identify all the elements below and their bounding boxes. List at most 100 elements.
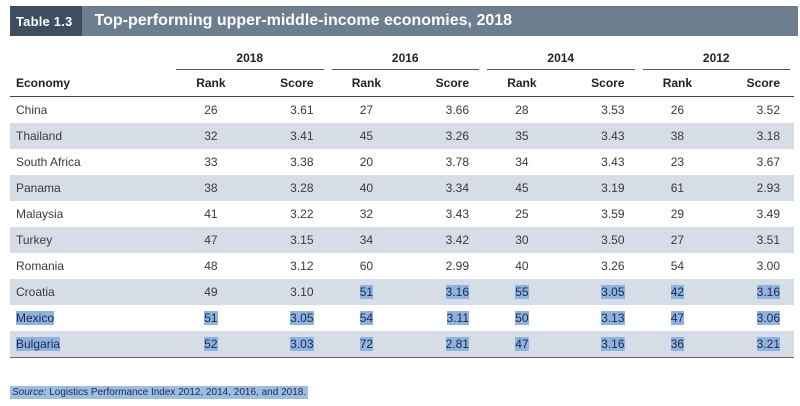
rank-value: 47 <box>515 337 529 351</box>
rank-value: 60 <box>359 259 374 273</box>
year-header-row: 2018 2016 2014 2012 <box>10 46 794 70</box>
table-row: Panama 38 3.28 40 3.34 45 3.19 61 2.93 <box>10 175 794 201</box>
score-value: 3.15 <box>290 233 314 247</box>
score-value: 3.18 <box>756 129 780 143</box>
rank-value: 32 <box>204 129 218 143</box>
score-value: 3.61 <box>290 103 314 117</box>
score-cell: 3.16 <box>405 279 483 305</box>
score-cell: 2.81 <box>405 331 483 358</box>
rank-cell: 32 <box>172 123 250 149</box>
rank-value: 42 <box>670 285 685 299</box>
rank-cell: 47 <box>483 331 561 358</box>
rank-header: Rank <box>327 70 406 97</box>
score-cell: 3.26 <box>405 123 483 149</box>
score-cell: 3.00 <box>716 253 794 279</box>
score-value: 2.81 <box>445 337 469 351</box>
rank-value: 51 <box>204 311 218 325</box>
economy-name: Croatia <box>16 285 55 299</box>
score-cell: 3.11 <box>405 305 483 331</box>
rank-cell: 20 <box>328 149 406 175</box>
economy-cell: Panama <box>10 175 172 201</box>
rank-value: 26 <box>670 103 685 117</box>
score-value: 3.10 <box>290 285 314 299</box>
score-cell: 3.61 <box>250 97 328 124</box>
rank-value: 40 <box>359 181 374 195</box>
rank-cell: 34 <box>483 149 561 175</box>
economy-cell: Mexico <box>10 305 172 331</box>
score-cell: 3.43 <box>560 123 639 149</box>
rank-header: Rank <box>638 70 717 97</box>
economy-name: Mexico <box>16 311 55 325</box>
rank-cell: 47 <box>639 305 717 331</box>
score-cell: 2.99 <box>405 253 483 279</box>
score-value: 3.11 <box>446 311 469 325</box>
rank-cell: 51 <box>327 279 406 305</box>
score-cell: 3.10 <box>249 279 328 305</box>
score-header: Score <box>249 70 328 97</box>
score-value: 3.03 <box>290 337 314 351</box>
rank-header: Rank <box>172 70 250 97</box>
rank-value: 38 <box>670 129 685 143</box>
economy-cell: China <box>10 97 172 124</box>
score-cell: 3.42 <box>405 227 483 253</box>
rank-value: 36 <box>670 337 685 351</box>
score-header: Score <box>560 70 639 97</box>
year-header-empty <box>10 46 172 70</box>
score-cell: 3.49 <box>716 201 794 227</box>
rank-value: 45 <box>359 129 374 143</box>
table-row: China 26 3.61 27 3.66 28 3.53 26 3.52 <box>10 97 794 124</box>
table-body: China 26 3.61 27 3.66 28 3.53 26 3.52 Thailand 32 3… <box>10 97 794 358</box>
economy-cell: South Africa <box>10 149 172 175</box>
score-value: 3.41 <box>290 129 314 143</box>
score-header: Score <box>405 70 483 97</box>
source-text: Logistics Performance Index 2012, 2014, … <box>46 387 307 398</box>
score-value: 3.05 <box>290 311 314 325</box>
rank-cell: 48 <box>172 253 250 279</box>
table-title-bar: Table 1.3 Top-performing upper-middle-in… <box>10 6 798 36</box>
rank-cell: 40 <box>483 253 561 279</box>
table-row: Turkey 47 3.15 34 3.42 30 3.50 27 3.51 <box>10 227 794 253</box>
score-value: 2.93 <box>756 181 780 195</box>
rank-value: 20 <box>359 155 374 169</box>
score-value: 3.78 <box>445 155 469 169</box>
table-row: Mexico 51 3.05 54 3.11 50 3.13 47 3.06 <box>10 305 794 331</box>
rank-cell: 60 <box>328 253 406 279</box>
rank-value: 32 <box>359 207 374 221</box>
score-cell: 3.53 <box>561 97 639 124</box>
table-row: Croatia 49 3.10 51 3.16 55 3.05 42 3.16 <box>10 279 794 305</box>
score-cell: 3.38 <box>250 149 328 175</box>
table-row: Thailand 32 3.41 45 3.26 35 3.43 38 3.18 <box>10 123 794 149</box>
rank-cell: 36 <box>638 331 717 358</box>
score-cell: 3.41 <box>249 123 328 149</box>
rank-cell: 72 <box>327 331 406 358</box>
rank-cell: 34 <box>327 227 406 253</box>
rank-value: 23 <box>670 155 685 169</box>
economy-cell: Bulgaria <box>10 331 172 358</box>
score-value: 3.53 <box>601 103 625 117</box>
source-note: Source: Logistics Performance Index 2012… <box>10 386 309 399</box>
rank-value: 34 <box>359 233 374 247</box>
rank-value: 25 <box>515 207 529 221</box>
score-cell: 3.28 <box>249 175 328 201</box>
score-cell: 3.05 <box>250 305 328 331</box>
rank-cell: 41 <box>172 201 250 227</box>
score-value: 3.16 <box>445 285 469 299</box>
score-value: 3.06 <box>756 311 780 325</box>
score-value: 3.67 <box>756 155 780 169</box>
rank-cell: 32 <box>328 201 406 227</box>
rank-cell: 33 <box>172 149 250 175</box>
rank-cell: 42 <box>638 279 717 305</box>
rank-value: 27 <box>670 233 685 247</box>
score-cell: 3.05 <box>560 279 639 305</box>
rank-cell: 27 <box>328 97 406 124</box>
rank-value: 34 <box>515 155 529 169</box>
score-value: 3.00 <box>756 259 780 273</box>
score-value: 3.16 <box>756 285 780 299</box>
economy-name: China <box>16 103 48 117</box>
score-header: Score <box>716 70 794 97</box>
rank-cell: 27 <box>638 227 717 253</box>
rank-cell: 54 <box>328 305 406 331</box>
rank-cell: 45 <box>327 123 406 149</box>
rank-value: 30 <box>515 233 529 247</box>
rank-value: 50 <box>515 311 529 325</box>
